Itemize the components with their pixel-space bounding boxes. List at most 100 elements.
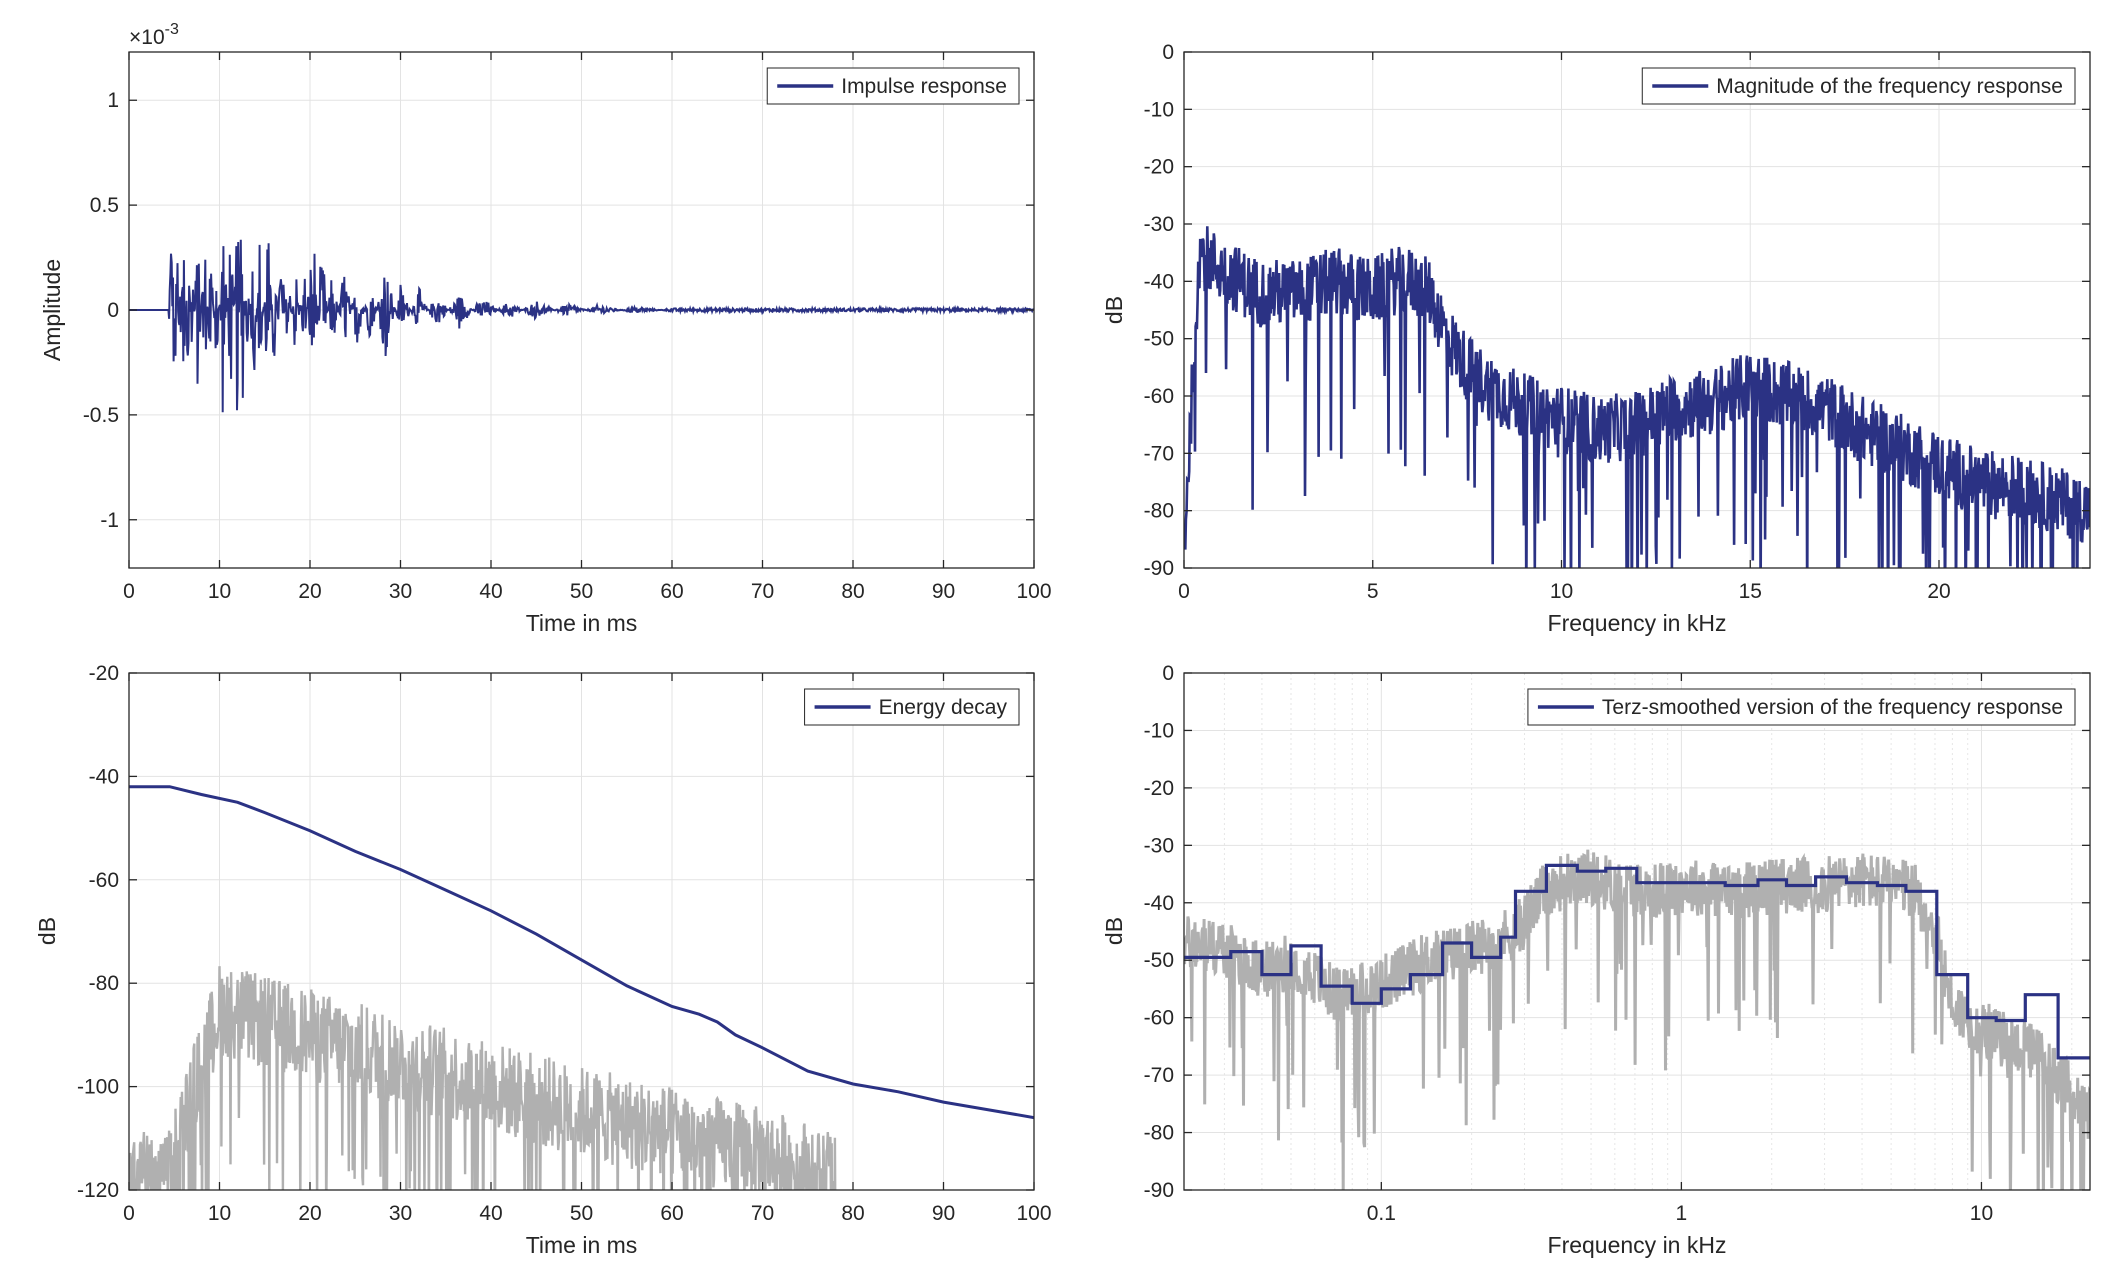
x-axis-label: Time in ms — [526, 610, 638, 636]
y-axis-label: dB — [1101, 296, 1127, 324]
legend: Terz-smoothed version of the frequency r… — [1527, 688, 2076, 726]
x-tick-label: 70 — [751, 580, 774, 603]
y-tick-label: 0 — [107, 299, 119, 322]
x-tick-label: 1 — [1676, 1202, 1688, 1225]
x-tick-label: 40 — [479, 1202, 502, 1225]
x-tick-label: 0 — [1178, 580, 1190, 603]
y-tick-label: 0 — [1162, 41, 1174, 64]
y-tick-label: -60 — [1144, 385, 1174, 408]
x-tick-label: 10 — [1970, 1202, 1993, 1225]
y-tick-label: -40 — [1144, 892, 1174, 915]
y-tick-label: -60 — [1144, 1007, 1174, 1030]
x-tick-label: 90 — [932, 580, 955, 603]
x-tick-label: 10 — [208, 1202, 231, 1225]
y-tick-label: -80 — [1144, 500, 1174, 523]
x-tick-label: 0 — [123, 580, 135, 603]
y-tick-label: -120 — [77, 1179, 119, 1202]
y-tick-label: -70 — [1144, 1064, 1174, 1087]
legend-label: Magnitude of the frequency response — [1716, 75, 2063, 98]
y-tick-label: -80 — [89, 972, 119, 995]
y-tick-label: 0.5 — [90, 194, 119, 217]
x-tick-label: 60 — [660, 580, 683, 603]
y-tick-label: 1 — [107, 89, 119, 112]
y-axis-label: dB — [1101, 917, 1127, 945]
series-terz-smoothed-line — [1184, 863, 2090, 1060]
x-tick-label: 20 — [298, 1202, 321, 1225]
y-tick-label: -10 — [1144, 98, 1174, 121]
x-tick-label: 20 — [1927, 580, 1950, 603]
legend-label: Impulse response — [841, 75, 1007, 98]
legend-box — [1641, 67, 2076, 105]
x-tick-label: 30 — [389, 580, 412, 603]
y-tick-label: -70 — [1144, 442, 1174, 465]
x-tick-label: 10 — [208, 580, 231, 603]
y-tick-label: -20 — [1144, 777, 1174, 800]
y-tick-label: -100 — [77, 1076, 119, 1099]
x-tick-label: 0 — [123, 1202, 135, 1225]
x-axis-label: Frequency in kHz — [1548, 610, 1727, 636]
x-tick-label: 60 — [660, 1202, 683, 1225]
legend: Impulse response — [766, 67, 1020, 105]
y-tick-label: -40 — [89, 765, 119, 788]
y-tick-label: -30 — [1144, 834, 1174, 857]
y-exponent-power: -3 — [165, 21, 179, 38]
y-exponent-label: ×10-3 — [129, 21, 179, 49]
axes-box — [1183, 51, 2091, 569]
x-tick-label: 80 — [841, 1202, 864, 1225]
x-axis-label: Frequency in kHz — [1548, 1232, 1727, 1258]
series-group — [129, 785, 1034, 1190]
axes-box — [1183, 672, 2091, 1191]
x-tick-label: 15 — [1739, 580, 1762, 603]
x-tick-label: 10 — [1550, 580, 1573, 603]
x-tick-label: 50 — [570, 580, 593, 603]
series-impulse-response-line — [129, 239, 1034, 413]
y-tick-label: -0.5 — [83, 404, 119, 427]
y-tick-label: -10 — [1144, 719, 1174, 742]
x-tick-label: 50 — [570, 1202, 593, 1225]
x-tick-label: 90 — [932, 1202, 955, 1225]
series-group — [1184, 226, 2090, 568]
chart-impulse: 0 10 20 30 40 50 60 70 80 90 100 -1 -0.5 0 0.5 1 ×10-3 Ti… — [39, 21, 1052, 636]
y-tick-label: -40 — [1144, 270, 1174, 293]
x-tick-label: 100 — [1016, 580, 1051, 603]
x-axis-label: Time in ms — [526, 1232, 638, 1258]
series-group — [1184, 849, 2090, 1190]
x-tick-label: 20 — [298, 580, 321, 603]
legend-box — [1527, 688, 2076, 726]
chart-terz: 0.1 1 10 0 -10 -20 -30 -40 -50 -60 -70 -80 -90 Freque… — [1101, 662, 2091, 1258]
y-tick-label: -50 — [1144, 949, 1174, 972]
series-group — [129, 239, 1034, 413]
legend: Energy decay — [804, 688, 1020, 726]
series-unsmoothed-reference-line — [1184, 849, 2090, 1190]
y-tick-label: -90 — [1144, 1179, 1174, 1202]
y-tick-label: -50 — [1144, 328, 1174, 351]
series-magnitude-line — [1184, 226, 2090, 568]
legend-label: Terz-smoothed version of the frequency r… — [1602, 696, 2063, 719]
y-tick-label: -1 — [100, 509, 119, 532]
y-tick-label: -20 — [89, 662, 119, 685]
legend-label: Energy decay — [879, 696, 1008, 719]
x-tick-label: 80 — [841, 580, 864, 603]
y-axis-label: Amplitude — [39, 259, 65, 361]
chart-magnitude: 0 5 10 15 20 0 -10 -20 -30 -40 -50 -60 -70 -80 -90 Freq… — [1101, 41, 2091, 636]
x-tick-label: 70 — [751, 1202, 774, 1225]
series-energy-reference-line — [129, 966, 837, 1190]
series-energy-decay-line — [129, 785, 1034, 1120]
x-tick-label: 0.1 — [1367, 1202, 1396, 1225]
y-axis-label: dB — [34, 917, 60, 945]
y-tick-label: -60 — [89, 869, 119, 892]
x-tick-label: 30 — [389, 1202, 412, 1225]
y-tick-label: -30 — [1144, 213, 1174, 236]
chart-energy: 0 10 20 30 40 50 60 70 80 90 100 -20 -40 -60 -80 -100 -1… — [34, 662, 1052, 1258]
legend-box — [804, 688, 1020, 726]
x-tick-label: 100 — [1016, 1202, 1051, 1225]
y-exponent-base: ×10 — [129, 26, 165, 49]
y-tick-label: -20 — [1144, 156, 1174, 179]
y-tick-label: -80 — [1144, 1122, 1174, 1145]
x-tick-label: 5 — [1367, 580, 1379, 603]
legend: Magnitude of the frequency response — [1641, 67, 2076, 105]
y-tick-label: 0 — [1162, 662, 1174, 685]
x-tick-label: 40 — [479, 580, 502, 603]
y-tick-label: -90 — [1144, 557, 1174, 580]
